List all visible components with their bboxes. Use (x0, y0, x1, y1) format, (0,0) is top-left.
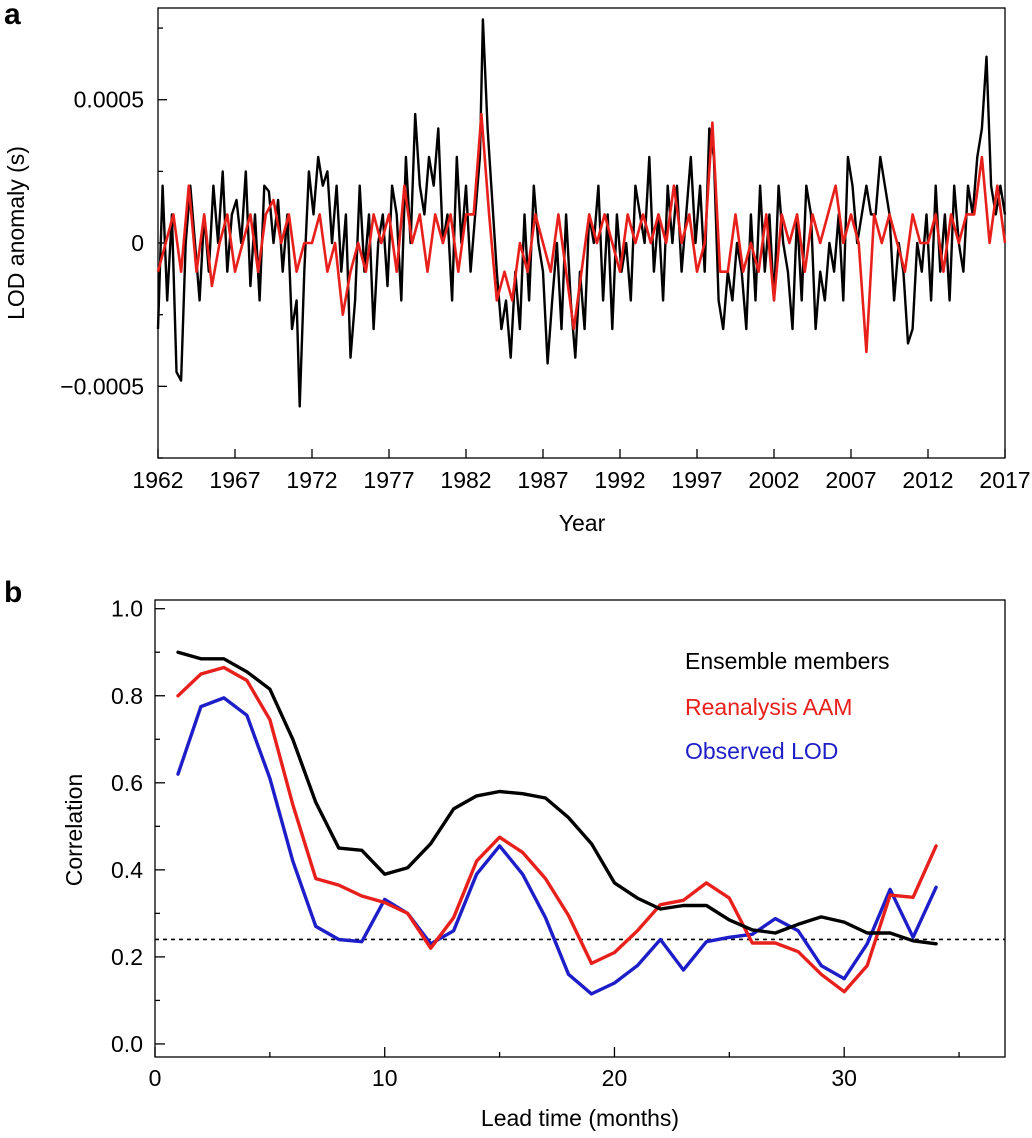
panel-a-y-ticks: −0.0005 0 0.0005 (60, 27, 167, 459)
panel-b-y-tick-label: 0.4 (111, 857, 143, 883)
panel-a-y-tick-label: 0 (131, 230, 144, 256)
panel-b-reanalysis-aam-line (176, 665, 938, 994)
panel-a-x-tick-label: 1997 (671, 467, 722, 493)
panel-b-y-axis-label: Correlation (61, 774, 87, 887)
panel-a-x-tick-label: 1977 (363, 467, 414, 493)
panel-a-black-series-line (156, 18, 1007, 408)
panel-b-x-ticks: 0 10 20 30 (149, 1047, 960, 1091)
panel-b-y-tick-label: 0.8 (111, 683, 143, 709)
panel-b-x-tick-label: 30 (831, 1065, 857, 1091)
panel-b-chart: 0.0 0.2 0.4 0.6 0.8 1.0 0 10 20 30 Ensemble memb… (61, 596, 1006, 1131)
panel-b-letter: b (4, 576, 22, 609)
panel-b-x-axis-label: Lead time (months) (481, 1105, 679, 1131)
panel-b-observed-lod-line (176, 696, 938, 996)
panel-a-x-tick-label: 2012 (902, 467, 953, 493)
panel-a-x-axis-label: Year (559, 510, 606, 536)
panel-a-y-tick-label: −0.0005 (60, 373, 144, 399)
panel-b-y-ticks: 0.0 0.2 0.4 0.6 0.8 1.0 (111, 596, 165, 1057)
panel-a-x-tick-label: 1962 (132, 467, 183, 493)
panel-b-x-tick-label: 0 (149, 1065, 162, 1091)
panel-b-y-tick-label: 0.0 (111, 1031, 143, 1057)
panel-b-y-tick-label: 1.0 (111, 596, 143, 622)
legend-ensemble-members: Ensemble members (685, 648, 890, 674)
panel-a-x-tick-label: 1987 (517, 467, 568, 493)
panel-b-frame (154, 599, 1006, 1058)
panel-a-series (156, 18, 1007, 408)
panel-b-y-tick-label: 0.2 (111, 944, 143, 970)
panel-a-x-tick-label: 1972 (286, 467, 337, 493)
panel-b-x-tick-label: 20 (602, 1065, 628, 1091)
panel-a-red-series-line (156, 112, 1007, 354)
panel-a-x-tick-label: 2002 (748, 467, 799, 493)
panel-a-x-tick-label: 1982 (440, 467, 491, 493)
panel-a-y-axis-label: LOD anomaly (s) (3, 146, 29, 320)
panel-a-x-tick-label: 1967 (209, 467, 260, 493)
panel-a-x-tick-label: 1992 (594, 467, 645, 493)
panel-b-y-tick-label: 0.6 (111, 770, 143, 796)
panel-b-series (176, 650, 938, 996)
panel-a-x-tick-label: 2017 (979, 467, 1030, 493)
legend-observed-lod: Observed LOD (685, 738, 838, 764)
panel-b-legend: Ensemble members Reanalysis AAM Observed… (685, 648, 890, 764)
panel-b-x-tick-label: 10 (372, 1065, 398, 1091)
panel-b-ensemble-members-line (176, 650, 938, 946)
panel-a-letter: a (4, 0, 21, 31)
panel-a-x-ticks: 1962 1967 1972 1977 1982 1987 1992 1997 2002 2007… (132, 449, 1031, 493)
legend-reanalysis-aam: Reanalysis AAM (685, 694, 852, 720)
panel-a-frame (157, 7, 1006, 459)
panel-a-x-tick-label: 2007 (825, 467, 876, 493)
panel-a-y-tick-label: 0.0005 (74, 87, 144, 113)
